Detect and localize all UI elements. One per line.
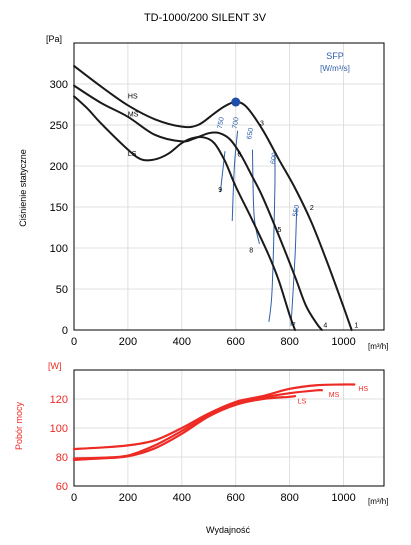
- series-line-ls: [72, 395, 297, 461]
- x-tick-label: 600: [227, 336, 245, 348]
- power-x-unit: [m³/h]: [368, 497, 388, 506]
- pressure-plot-frame: [73, 42, 385, 331]
- curve-label-ls: LS: [298, 398, 307, 405]
- sfp-label-650: 650: [246, 127, 255, 140]
- pressure-y-label: Ciśnienie statyczne: [18, 149, 28, 227]
- y-tick-label: 150: [50, 202, 68, 214]
- curve-label-ls: LS: [128, 151, 137, 158]
- y-tick-label: 200: [50, 161, 68, 173]
- pressure-y-unit: [Pa]: [46, 34, 62, 44]
- point-label-7: 7: [292, 322, 296, 329]
- pressure-curve-labels: HS MS LS: [128, 93, 139, 157]
- x-tick-label: 200: [119, 492, 137, 504]
- sfp-legend-title: SFP: [326, 51, 344, 61]
- y-tick-label: 60: [56, 481, 68, 493]
- power-chart: 0 200 400 600 800 1000 60 80 100 120 HS MS LS [W] […: [14, 361, 388, 506]
- x-tick-label: 600: [227, 492, 245, 504]
- point-label-6: 6: [237, 152, 241, 159]
- curve-label-ms: MS: [128, 112, 139, 119]
- sfp-line-650: [251, 149, 260, 244]
- series-line-ls: [73, 95, 297, 331]
- point-label-1: 1: [354, 322, 358, 329]
- point-label-4: 4: [323, 322, 327, 329]
- point-label-2: 2: [310, 205, 314, 212]
- x-tick-label: 800: [280, 492, 298, 504]
- y-tick-label: 0: [62, 325, 68, 337]
- pressure-curves: [73, 64, 353, 331]
- y-tick-label: 100: [50, 243, 68, 255]
- x-tick-label: 0: [71, 336, 77, 348]
- sfp-line-600: [268, 153, 276, 322]
- sfp-line-750: [219, 151, 226, 193]
- pressure-x-unit: [m³/h]: [368, 342, 388, 351]
- footer-label: Wydajność: [206, 525, 250, 535]
- operating-point-marker: [231, 97, 241, 107]
- y-tick-label: 50: [56, 284, 68, 296]
- pressure-point-labels: 1 2 3 4 5 6 7 8 9: [218, 121, 358, 330]
- curve-label-hs: HS: [128, 93, 138, 100]
- series-line-hs: [72, 383, 356, 451]
- x-tick-label: 0: [71, 492, 77, 504]
- sfp-line-550: [290, 208, 298, 326]
- x-tick-label: 800: [280, 336, 298, 348]
- curve-label-hs: HS: [358, 386, 368, 393]
- point-label-8: 8: [249, 248, 253, 255]
- y-tick-label: 80: [56, 452, 68, 464]
- operating-point: [231, 97, 241, 107]
- sfp-label-700: 700: [232, 117, 241, 130]
- y-tick-label: 300: [50, 79, 68, 91]
- series-line-hs: [73, 64, 353, 331]
- x-tick-label: 1000: [331, 336, 355, 348]
- sfp-legend-unit: [W/m³/s]: [320, 64, 350, 73]
- curve-label-ms: MS: [329, 392, 340, 399]
- power-y-unit: [W]: [48, 361, 62, 371]
- power-tick-labels: 0 200 400 600 800 1000 60 80 100 120: [50, 394, 356, 504]
- power-grid: [73, 370, 384, 487]
- x-tick-label: 1000: [331, 492, 355, 504]
- power-y-label: Pobór mocy: [14, 401, 24, 450]
- power-curves: [72, 383, 356, 461]
- point-label-3: 3: [260, 121, 264, 128]
- pressure-grid: [73, 43, 384, 331]
- sfp-line-700: [231, 130, 239, 221]
- pressure-tick-labels: 0 200 400 600 800 1000 0 50 100 150 200 250 300: [50, 79, 356, 348]
- point-label-5: 5: [278, 227, 282, 234]
- y-tick-label: 120: [50, 394, 68, 406]
- sfp-label-600: 600: [270, 152, 279, 165]
- y-tick-label: 250: [50, 120, 68, 132]
- power-curve-labels: HS MS LS: [298, 386, 369, 405]
- sfp-label-550: 550: [292, 204, 301, 217]
- x-tick-label: 200: [119, 336, 137, 348]
- sfp-label-750: 750: [217, 117, 226, 130]
- chart-title: TD-1000/200 SILENT 3V: [144, 12, 267, 24]
- series-line-ms: [73, 84, 323, 331]
- point-label-9: 9: [218, 187, 222, 194]
- sfp-lines: 750 700 650 600 550: [217, 117, 301, 326]
- x-tick-label: 400: [173, 492, 191, 504]
- x-tick-label: 400: [173, 336, 191, 348]
- power-plot-frame: [73, 369, 385, 487]
- y-tick-label: 100: [50, 423, 68, 435]
